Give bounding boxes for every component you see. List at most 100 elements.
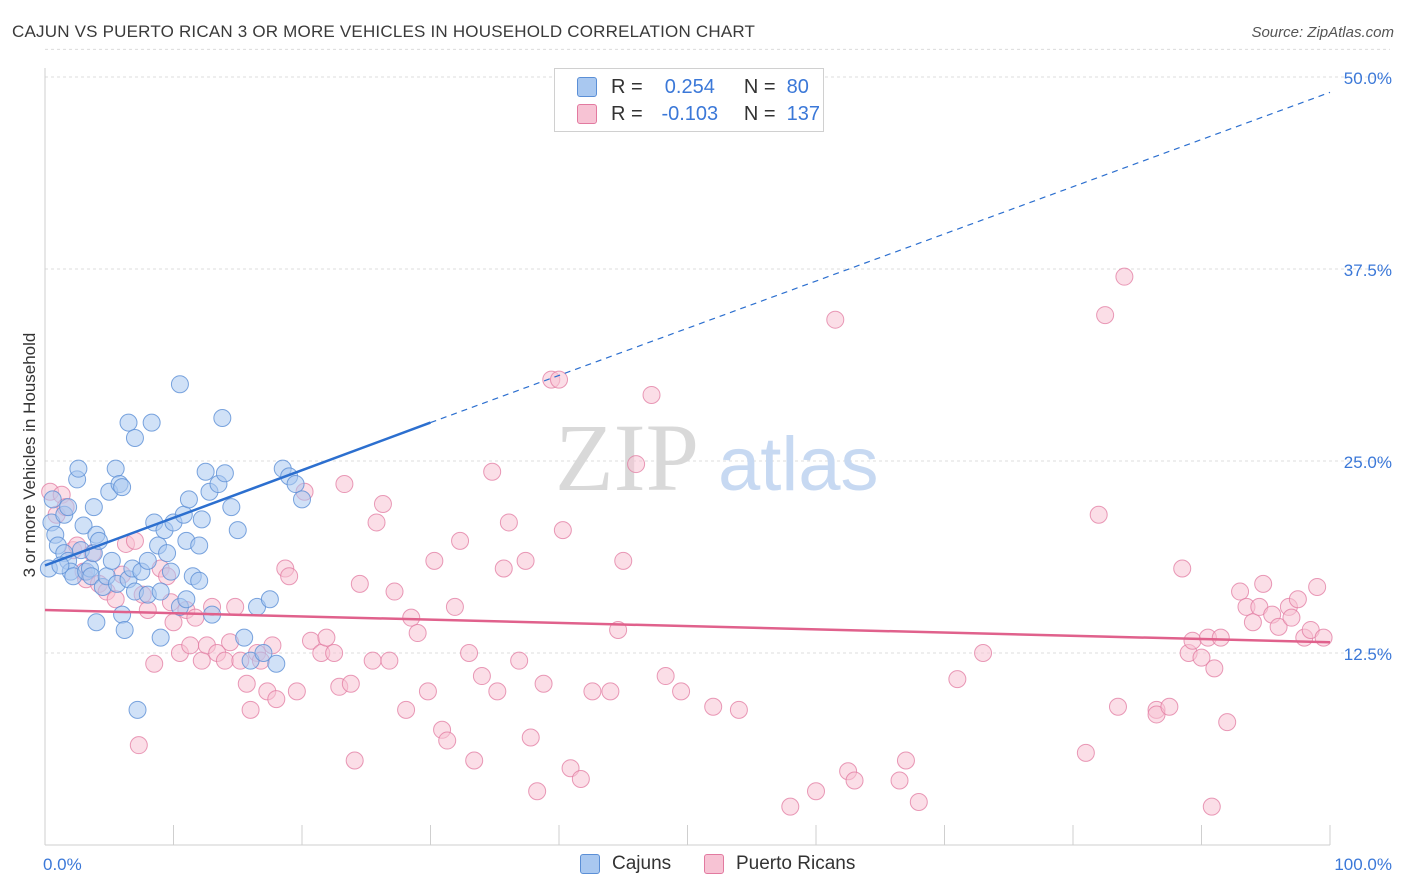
- cajun-trend-extension: [430, 91, 1331, 424]
- cajun-point: [196, 462, 215, 481]
- cajun-point: [158, 544, 177, 563]
- puerto-rican-point: [704, 697, 723, 716]
- puerto-rican-point: [494, 559, 513, 578]
- puerto-rican-point: [317, 628, 336, 647]
- cajun-point: [190, 536, 209, 555]
- cajun-point: [87, 613, 106, 632]
- cajun-point: [222, 498, 241, 517]
- stats-row-cajuns: R = 0.254 N = 80: [577, 75, 809, 99]
- puerto-rican-point: [325, 644, 344, 662]
- puerto-rican-point: [350, 574, 369, 593]
- x-tick-label: 100.0%: [1334, 855, 1392, 874]
- puerto-rican-point: [145, 654, 164, 673]
- puerto-rican-point: [451, 531, 470, 550]
- puerto-rican-point: [1115, 267, 1134, 286]
- puerto-rican-point: [1089, 505, 1108, 524]
- puerto-rican-point: [642, 385, 661, 404]
- puerto-rican-point: [896, 751, 915, 770]
- cajuns-swatch: [577, 77, 597, 97]
- cajun-point: [161, 562, 180, 581]
- puerto-rican-trend-line: [44, 608, 1331, 644]
- cajun-point: [142, 413, 161, 432]
- puerto-rican-point: [974, 644, 993, 662]
- cajun-point: [192, 510, 211, 529]
- cajun-point: [138, 551, 157, 570]
- y-tick-label: 25.0%: [1344, 453, 1392, 472]
- puerto-rican-point: [472, 667, 491, 686]
- cajun-point: [151, 582, 170, 601]
- puerto-rican-point: [241, 700, 260, 719]
- puerto-rican-point: [656, 667, 675, 686]
- cajun-point: [170, 375, 189, 394]
- legend-item-cajuns: Cajuns: [580, 852, 671, 876]
- legend-item-puerto-ricans: Puerto Ricans: [704, 852, 855, 876]
- puerto-ricans-swatch: [577, 104, 597, 124]
- puerto-ricans-legend-label: Puerto Ricans: [736, 853, 856, 874]
- puerto-rican-point: [781, 797, 800, 816]
- y-tick-label: 50.0%: [1344, 69, 1392, 88]
- puerto-rican-point: [1173, 559, 1192, 578]
- y-tick-label: 37.5%: [1344, 261, 1392, 280]
- cajun-point: [119, 413, 138, 432]
- puerto-rican-point: [380, 651, 399, 670]
- puerto-rican-point: [335, 475, 354, 494]
- puerto-rican-point: [1254, 574, 1273, 593]
- puerto-rican-point: [425, 551, 444, 570]
- puerto-rican-point: [106, 590, 125, 609]
- cajun-point: [151, 628, 170, 647]
- puerto-rican-point: [1192, 648, 1211, 667]
- puerto-rican-point: [601, 682, 620, 701]
- puerto-rican-point: [1231, 582, 1250, 601]
- puerto-rican-point: [1076, 743, 1095, 762]
- puerto-rican-point: [483, 462, 502, 481]
- watermark: ZIP atlas: [555, 404, 879, 511]
- puerto-rican-point: [909, 792, 928, 811]
- puerto-rican-point: [534, 674, 553, 693]
- puerto-rican-point: [181, 636, 200, 655]
- cajun-point: [215, 464, 234, 483]
- puerto-ricans-legend-swatch: [704, 854, 724, 874]
- puerto-rican-point: [460, 644, 479, 662]
- puerto-rican-point: [373, 495, 392, 514]
- puerto-rican-point: [418, 682, 437, 701]
- cajun-point: [113, 605, 132, 624]
- puerto-rican-point: [826, 310, 845, 329]
- cajun-point: [106, 459, 125, 478]
- cajun-point: [254, 644, 273, 662]
- puerto-rican-point: [1096, 306, 1115, 325]
- cajun-point: [293, 490, 311, 509]
- cajun-point: [177, 590, 196, 609]
- r-label: R =: [611, 102, 643, 125]
- puerto-rican-point: [385, 582, 404, 601]
- puerto-rican-point: [465, 751, 484, 770]
- stats-legend: R = 0.254 N = 80 R = -0.103 N = 137: [554, 68, 824, 132]
- puerto-rican-point: [192, 651, 211, 670]
- cajun-point: [69, 459, 88, 478]
- puerto-rican-point: [890, 771, 909, 790]
- puerto-rican-point: [438, 731, 457, 750]
- puerto-rican-point: [341, 674, 360, 693]
- puerto-rican-point: [521, 728, 540, 747]
- puerto-rican-point: [627, 455, 646, 474]
- puerto-rican-point: [280, 567, 299, 586]
- n-label: N =: [743, 75, 776, 98]
- cajun-point: [102, 551, 121, 570]
- cajun-point: [190, 571, 209, 590]
- cajun-point: [59, 498, 78, 517]
- watermark-atlas: atlas: [718, 422, 879, 507]
- r-value: -0.103: [661, 102, 719, 125]
- source-label: Source: ZipAtlas.com: [1251, 24, 1394, 41]
- puerto-rican-point: [1160, 697, 1179, 716]
- puerto-rican-point: [1282, 608, 1301, 627]
- puerto-rican-point: [516, 551, 535, 570]
- y-tick-label: 12.5%: [1344, 645, 1392, 664]
- cajun-point: [113, 478, 132, 497]
- stats-row-puerto-ricans: R = -0.103 N = 137: [577, 102, 820, 126]
- puerto-rican-point: [445, 597, 464, 616]
- puerto-rican-point: [186, 608, 205, 627]
- cajun-point: [286, 475, 305, 494]
- y-axis-label: 3 or more Vehicles in Household: [20, 332, 39, 578]
- puerto-rican-point: [550, 370, 568, 389]
- puerto-rican-point: [948, 670, 967, 689]
- puerto-rican-point: [138, 600, 157, 619]
